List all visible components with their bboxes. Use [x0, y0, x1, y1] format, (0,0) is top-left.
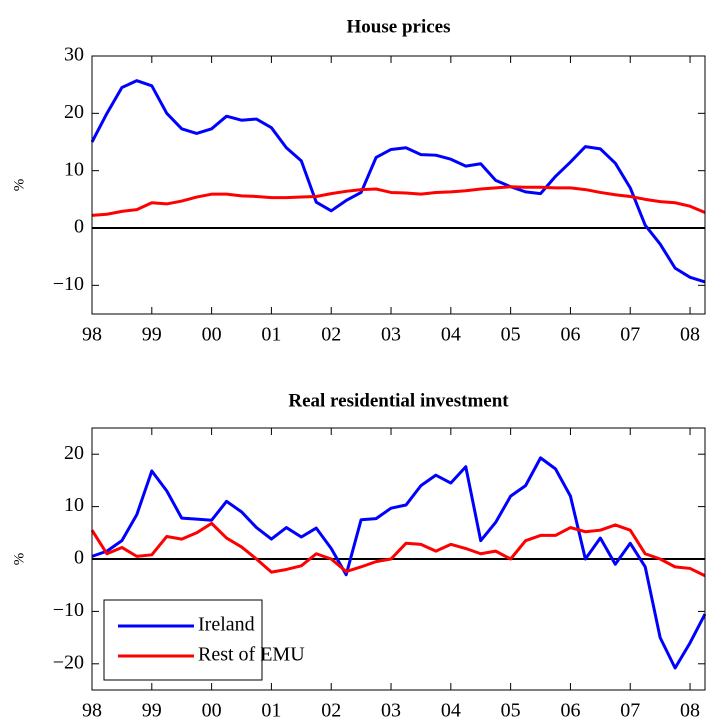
y-tick-label: 10	[64, 494, 84, 516]
x-tick-label: 98	[82, 700, 102, 722]
x-tick-label: 05	[501, 324, 521, 346]
y-tick-label: 30	[64, 44, 84, 66]
x-tick-label: 00	[202, 324, 222, 346]
y-tick-label: −20	[53, 651, 84, 673]
x-tick-label: 04	[441, 324, 461, 346]
y-tick-label: 0	[74, 547, 84, 569]
y-axis-label: %	[11, 553, 27, 566]
x-tick-label: 99	[142, 700, 162, 722]
plot-frame	[91, 427, 706, 691]
x-tick-label: 06	[560, 324, 580, 346]
x-tick-label: 03	[381, 324, 401, 346]
data-line	[90, 79, 706, 284]
chart-title: Real residential investment	[288, 390, 509, 411]
x-tick-label: 05	[501, 700, 521, 722]
x-tick-label: 02	[321, 700, 341, 722]
y-axis-label: %	[11, 179, 27, 192]
data-line	[90, 521, 706, 578]
x-tick-label: 08	[680, 324, 700, 346]
legend-label: Ireland	[198, 614, 255, 636]
x-tick-label: 02	[321, 324, 341, 346]
y-tick-label: 20	[64, 101, 84, 123]
chart-title: House prices	[347, 16, 451, 37]
data-line	[91, 185, 706, 217]
y-tick-label: 10	[64, 158, 84, 180]
x-tick-label: 04	[441, 700, 461, 722]
x-tick-label: 06	[560, 700, 580, 722]
legend-label: Rest of EMU	[198, 644, 305, 666]
x-tick-label: 00	[202, 700, 222, 722]
x-tick-label: 99	[142, 324, 162, 346]
y-tick-label: 0	[74, 216, 84, 238]
data-line	[91, 456, 706, 670]
y-tick-label: −10	[53, 599, 84, 621]
x-tick-label: 01	[261, 700, 281, 722]
x-tick-label: 07	[620, 324, 640, 346]
x-tick-label: 08	[680, 700, 700, 722]
y-tick-label: −10	[53, 273, 84, 295]
x-tick-label: 03	[381, 700, 401, 722]
x-tick-label: 01	[261, 324, 281, 346]
x-tick-label: 07	[620, 700, 640, 722]
legend-box	[103, 599, 263, 681]
y-tick-label: 20	[64, 442, 84, 464]
x-tick-label: 98	[82, 324, 102, 346]
plot-frame	[91, 55, 706, 315]
